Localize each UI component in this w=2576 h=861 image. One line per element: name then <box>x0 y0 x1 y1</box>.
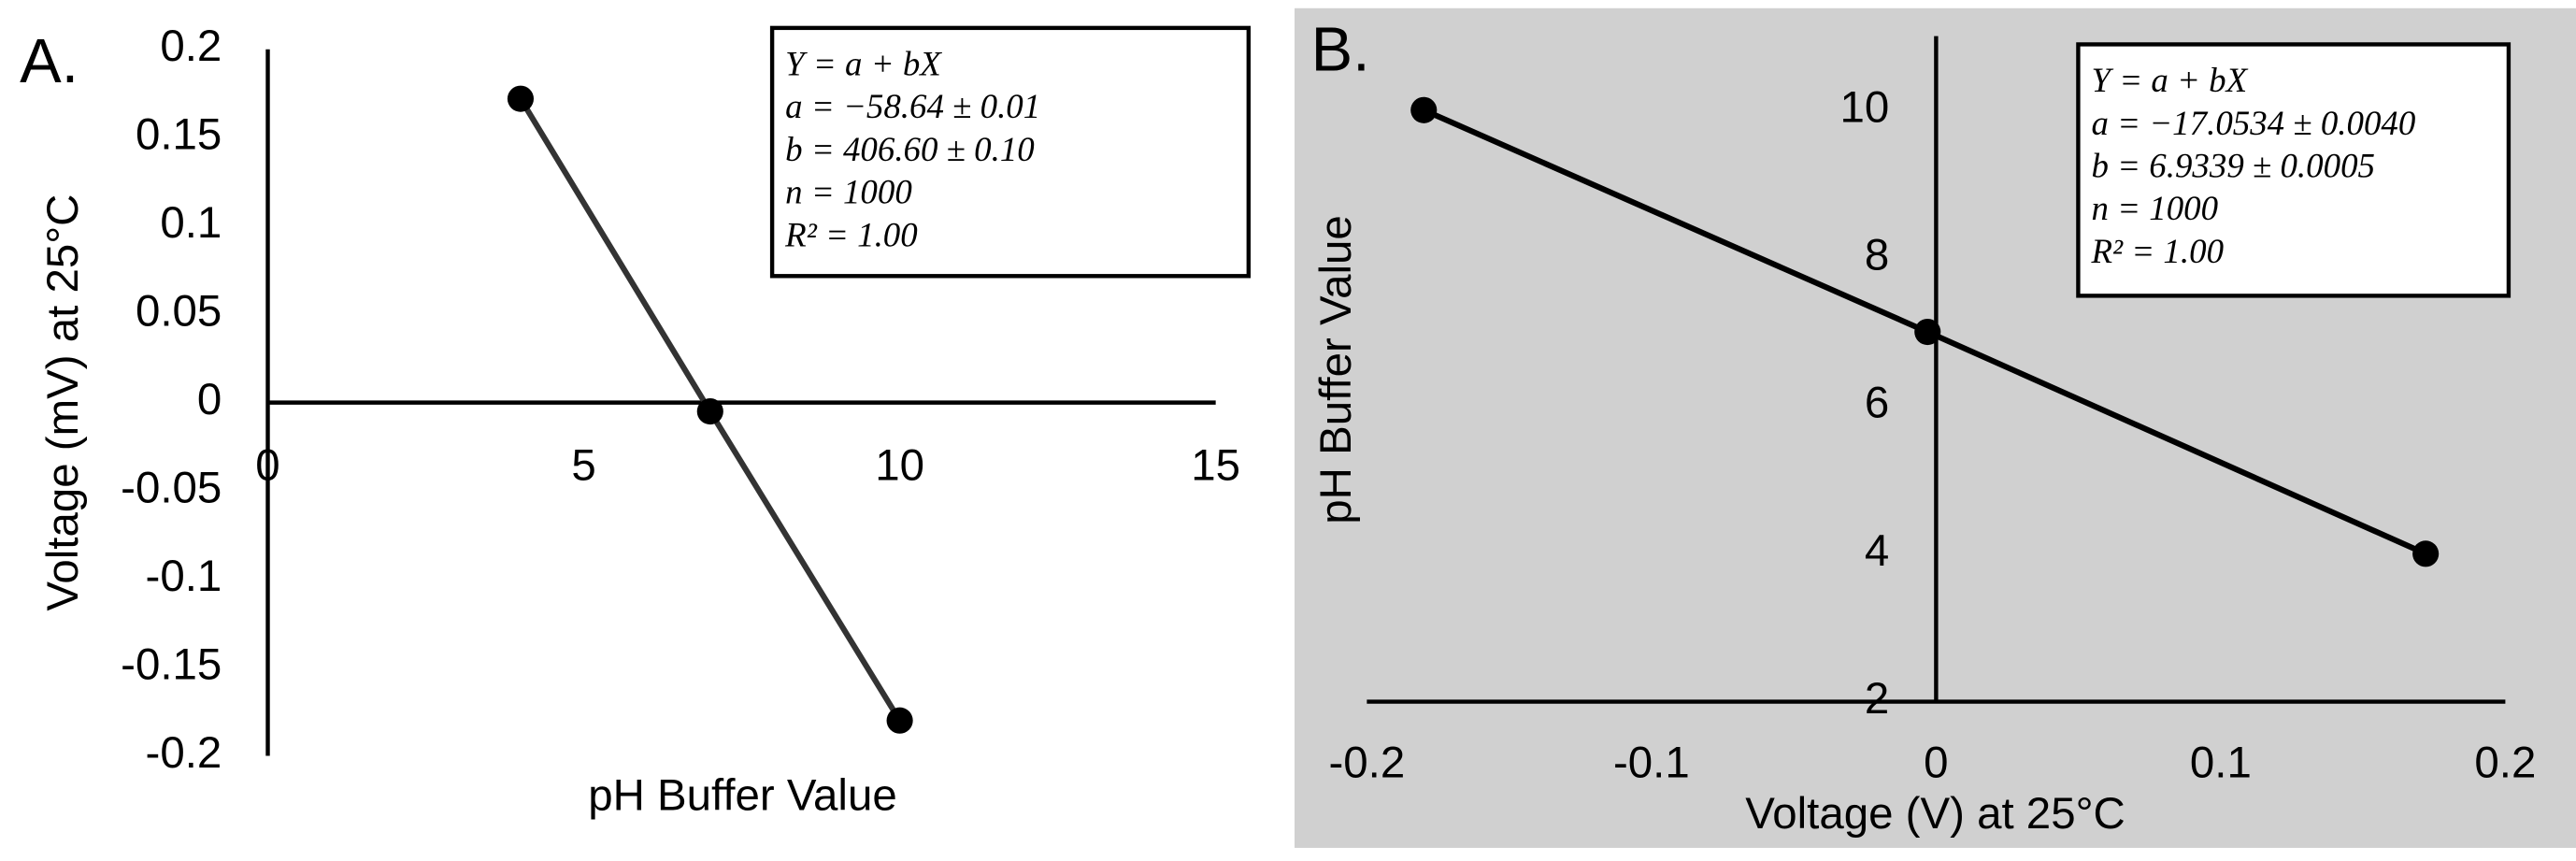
y-tick-label: 0.2 <box>160 22 222 71</box>
y-tick-label: 0.15 <box>136 110 222 160</box>
y-tick-label: -0.1 <box>146 552 222 601</box>
y-tick-label: 2 <box>1865 674 1889 724</box>
x-tick-label: 0 <box>1924 739 1948 788</box>
y-tick-label: 10 <box>1840 82 1890 132</box>
x-tick-label: 0.2 <box>2474 739 2536 788</box>
y-tick-label: 0 <box>197 375 222 424</box>
y-tick-label: 0.1 <box>160 198 222 248</box>
x-tick-label: -0.2 <box>1328 739 1405 788</box>
chart-panel: 0 5 10 15 0.2 0.15 0.1 0.05 0 -0.05 -0.1 -0.15 -0.2 A… <box>20 22 1252 821</box>
equation-line: b = 406.60 ± 0.10 <box>785 130 1035 168</box>
x-tick-label: -0.1 <box>1613 739 1690 788</box>
equation-box <box>769 25 1252 279</box>
equation-line: a = −17.0534 ± 0.0040 <box>2091 104 2415 142</box>
equation-line: Y = a + bX <box>785 45 942 83</box>
equation-line: n = 1000 <box>785 173 912 211</box>
y-tick-label: 8 <box>1865 230 1889 280</box>
x-tick-label: 0.1 <box>2190 739 2252 788</box>
chart-panel: -0.2 -0.1 0 0.1 0.2 2 4 6 8 10 B. Voltage (V) at 25… <box>1295 7 2576 848</box>
data-point <box>2412 540 2440 567</box>
x-axis-label: Voltage (V) at 25°C <box>1745 789 2125 839</box>
equation-line: R² = 1.00 <box>2090 232 2224 270</box>
panel-label: A. <box>20 27 79 96</box>
x-tick-label: 10 <box>875 440 924 490</box>
data-point <box>507 85 535 112</box>
equation-line: a = −58.64 ± 0.01 <box>785 87 1040 125</box>
data-point <box>1410 96 1438 123</box>
equation-box <box>2076 42 2512 298</box>
y-axis-label: Voltage (mV) at 25°C <box>38 194 88 611</box>
equation-line: Y = a + bX <box>2091 61 2248 99</box>
x-tick-label: 15 <box>1191 440 1240 490</box>
y-tick-label: 4 <box>1865 526 1889 576</box>
x-tick-label: 0 <box>255 440 279 490</box>
data-point <box>696 398 723 425</box>
y-tick-label: -0.15 <box>121 640 222 690</box>
x-axis-label: pH Buffer Value <box>588 771 897 821</box>
y-tick-label: 6 <box>1865 379 1889 428</box>
panel-label: B. <box>1311 16 1370 85</box>
equation-line: R² = 1.00 <box>784 215 918 253</box>
y-tick-label: 0.05 <box>136 287 222 337</box>
x-tick-label: 5 <box>571 440 595 490</box>
equation-line: n = 1000 <box>2091 189 2218 227</box>
data-point <box>886 707 913 734</box>
y-tick-label: -0.2 <box>146 728 222 778</box>
equation-line: b = 6.9339 ± 0.0005 <box>2091 147 2375 185</box>
y-axis-label: pH Buffer Value <box>1311 215 1361 524</box>
y-tick-label: -0.05 <box>121 464 222 513</box>
data-point <box>1914 318 1941 346</box>
